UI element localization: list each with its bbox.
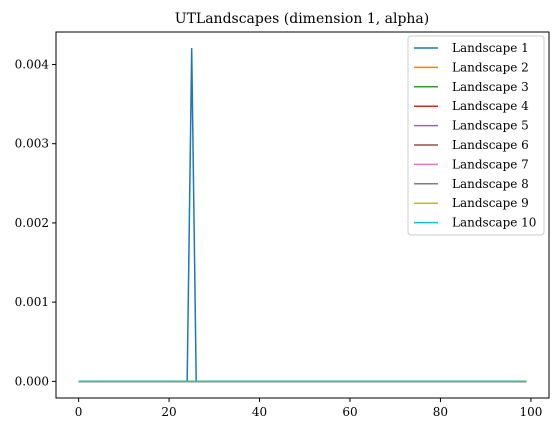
x-tick-label: 80 bbox=[433, 405, 448, 419]
y-axis: 0.000 0.001 0.002 0.003 0.004 bbox=[15, 57, 56, 388]
legend-label: Landscape 5 bbox=[452, 119, 529, 133]
legend-label: Landscape 9 bbox=[452, 196, 529, 210]
x-tick-label: 100 bbox=[519, 405, 542, 419]
x-tick-label: 0 bbox=[75, 405, 83, 419]
chart-title: UTLandscapes (dimension 1, alpha) bbox=[175, 11, 429, 27]
y-tick-label: 0.004 bbox=[15, 57, 50, 71]
plot-frame bbox=[55, 31, 550, 399]
legend-label: Landscape 2 bbox=[452, 60, 529, 74]
series-lines bbox=[78, 47, 527, 383]
y-tick-label: 0.001 bbox=[15, 295, 49, 309]
y-tick-label: 0.000 bbox=[15, 374, 49, 388]
x-axis: 0 20 40 60 80 100 bbox=[75, 398, 542, 419]
x-tick-label: 60 bbox=[342, 405, 357, 419]
x-tick-label: 40 bbox=[252, 405, 267, 419]
legend: Landscape 1 Landscape 2 Landscape 3 Landsca… bbox=[407, 35, 545, 236]
legend-label: Landscape 1 bbox=[452, 41, 529, 55]
x-tick-label: 20 bbox=[161, 405, 176, 419]
legend-label: Landscape 6 bbox=[452, 138, 529, 152]
y-tick-label: 0.002 bbox=[15, 216, 49, 230]
legend-label: Landscape 4 bbox=[452, 99, 529, 113]
legend-label: Landscape 7 bbox=[452, 157, 529, 171]
legend-label: Landscape 3 bbox=[452, 80, 529, 94]
y-tick-label: 0.003 bbox=[15, 137, 49, 151]
legend-label: Landscape 8 bbox=[452, 177, 529, 191]
legend-box bbox=[407, 35, 545, 236]
legend-label: Landscape 10 bbox=[452, 216, 536, 230]
